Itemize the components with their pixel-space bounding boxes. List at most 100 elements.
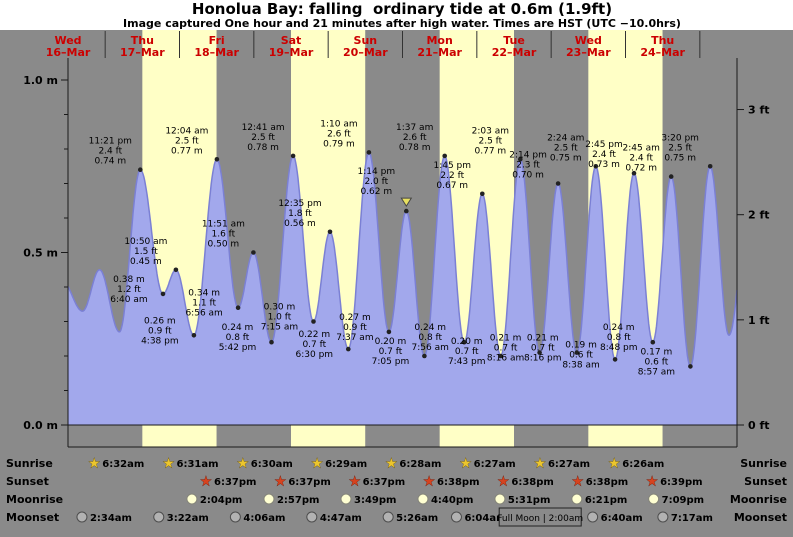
moonset-circle-icon	[306, 511, 318, 523]
high-tide-label: 1:45 pm	[433, 161, 471, 171]
sunset-star-icon: ★	[646, 475, 658, 490]
tide-area	[68, 152, 737, 425]
sunset-time: 6:38pm	[437, 477, 479, 488]
sunrise-star-icon: ★	[608, 457, 620, 472]
low-tide-label: 0.17 m	[641, 347, 673, 357]
low-tide-label: 7:05 pm	[372, 357, 410, 367]
moonrise-time: 7:09pm	[662, 495, 704, 506]
low-tide-label: 8:57 am	[638, 367, 675, 377]
day-header-name: Tue	[503, 34, 525, 47]
tide-extreme-dot	[707, 164, 713, 169]
moonrise-time: 4:40pm	[431, 495, 473, 506]
day-header-name: Sat	[281, 34, 302, 47]
low-tide-label: 0.8 ft	[226, 333, 250, 343]
full-moon-box	[498, 507, 582, 527]
sunset-time: 6:39pm	[660, 477, 702, 488]
day-header-name: Wed	[54, 34, 81, 47]
high-tide-label: 0.78 m	[399, 143, 431, 153]
sunrise-star-icon: ★	[534, 457, 546, 472]
low-tide-label: 0.8 ft	[607, 333, 631, 343]
high-tide-label: 1:37 am	[396, 123, 433, 133]
high-tide-label: 11:21 pm	[89, 137, 132, 147]
day-header-date: 24–Mar	[640, 46, 685, 59]
row-label-moonrise-right: Moonrise	[730, 493, 787, 506]
high-tide-label: 2.5 ft	[251, 133, 275, 143]
high-tide-label: 0.75 m	[550, 153, 582, 163]
tide-extreme-dot	[422, 353, 427, 359]
sunset-star-icon: ★	[274, 475, 286, 490]
tide-extreme-dot	[404, 208, 409, 214]
high-tide-label: 1:14 pm	[358, 167, 396, 177]
high-tide-label: 2.4 ft	[629, 154, 653, 164]
tide-extreme-dot	[442, 153, 448, 159]
row-label-sunset: Sunset	[6, 475, 49, 488]
moonrise-circle-icon	[648, 493, 660, 505]
y-axis-label-feet: 2 ft	[748, 209, 770, 222]
tide-extreme-dot	[593, 164, 599, 169]
y-axis-label-meters: 0.0 m	[23, 419, 58, 432]
high-tide-label: 2:45 am	[623, 144, 660, 154]
y-axis-label-feet: 0 ft	[748, 419, 770, 432]
row-label-moonset-right: Moonset	[734, 511, 787, 524]
low-tide-label: 7:15 am	[261, 323, 298, 333]
sunset-star-icon: ★	[498, 475, 510, 490]
y-axis-label-feet: 3 ft	[748, 104, 770, 117]
day-header-name: Thu	[131, 34, 154, 47]
moonset-circle-icon	[76, 511, 88, 523]
tide-extreme-dot	[138, 167, 143, 172]
sunrise-time: 6:27am	[474, 459, 516, 470]
sunrise-star-icon: ★	[311, 457, 323, 472]
low-tide-label: 6:56 am	[185, 309, 222, 319]
moonset-circle-icon	[450, 511, 462, 523]
tide-extreme-dot	[366, 150, 372, 155]
tide-extreme-dot	[235, 305, 241, 311]
low-tide-label: 7:56 am	[412, 343, 449, 353]
sunrise-star-icon: ★	[163, 457, 175, 472]
day-header-name: Mon	[426, 34, 452, 47]
low-tide-label: 7:43 pm	[448, 357, 486, 367]
high-tide-label: 2.2 ft	[440, 171, 464, 181]
high-tide-label: 0.45 m	[130, 257, 162, 267]
row-label-moonrise: Moonrise	[6, 493, 63, 506]
y-axis-label-meters: 0.5 m	[23, 247, 58, 260]
moonset-time: 4:47am	[320, 513, 362, 524]
high-tide-label: 0.77 m	[171, 146, 203, 156]
tide-extreme-dot	[461, 339, 467, 345]
high-tide-label: 1.5 ft	[134, 247, 158, 257]
high-tide-label: 0.75 m	[664, 153, 696, 163]
tide-extreme-dot	[612, 357, 618, 362]
high-tide-label: 2.5 ft	[478, 136, 502, 146]
low-tide-label: 0.38 m	[113, 275, 145, 285]
high-tide-label: 10:50 am	[124, 237, 167, 247]
tide-extreme-dot	[191, 333, 197, 338]
day-header-date: 16–Mar	[46, 46, 91, 59]
low-tide-label: 0.9 ft	[148, 326, 172, 336]
low-tide-label: 0.24 m	[222, 323, 254, 333]
moonset-time: 4:06am	[243, 513, 285, 524]
moonset-time: 6:04am	[464, 513, 506, 524]
tide-extreme-labels: 11:21 pm2.4 ft0.74 m0.38 m1.2 ft6:40 am1…	[89, 119, 713, 377]
high-tide-label: 0.67 m	[436, 181, 468, 191]
moonset-time: 6:40am	[601, 513, 643, 524]
low-tide-label: 0.7 ft	[302, 340, 326, 350]
moonset-circle-icon	[657, 511, 669, 523]
sunrise-star-icon: ★	[88, 457, 100, 472]
low-tide-label: 0.26 m	[144, 316, 176, 326]
high-tide-label: 2.6 ft	[327, 129, 351, 139]
day-header-name: Sun	[354, 34, 378, 47]
day-header-date: 22–Mar	[492, 46, 537, 59]
high-tide-label: 12:04 am	[165, 126, 208, 136]
tide-extreme-dot	[668, 174, 674, 179]
low-tide-label: 0.21 m	[527, 334, 559, 344]
tide-extreme-dot	[537, 350, 542, 355]
day-headers: Wed16–MarThu17–MarFri18–MarSat19–MarSun2…	[46, 34, 686, 59]
title-band	[0, 0, 793, 30]
sunrise-time: 6:31am	[177, 459, 219, 470]
day-header-date: 19–Mar	[269, 46, 314, 59]
day-header-date: 23–Mar	[566, 46, 611, 59]
high-tide-label: 12:41 am	[242, 123, 285, 133]
moonrise-time: 2:57pm	[277, 495, 319, 506]
moonset-circle-icon	[382, 511, 394, 523]
high-tide-label: 2.5 ft	[668, 143, 692, 153]
tide-extreme-dot	[650, 339, 656, 345]
